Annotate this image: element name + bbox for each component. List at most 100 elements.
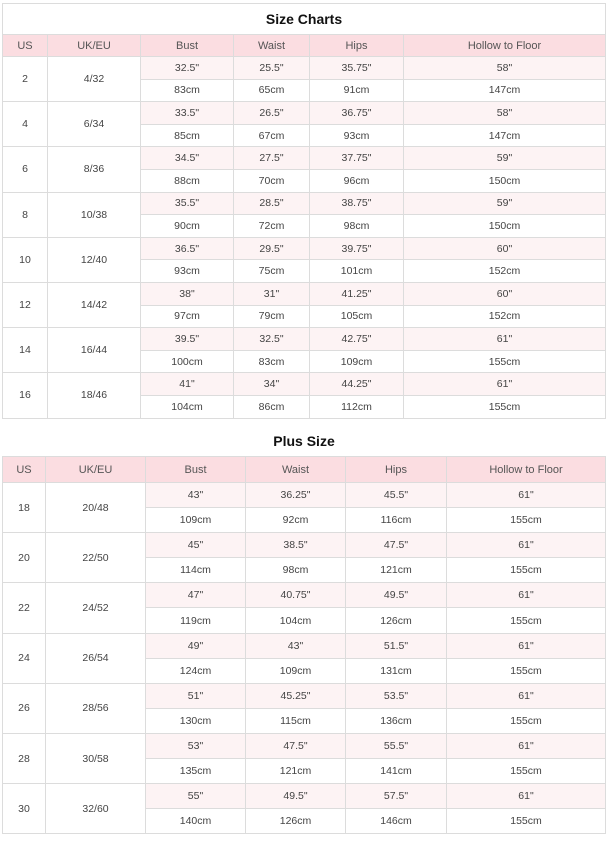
waist-inches-cell: 38.5" [245, 532, 346, 559]
hips-inches-cell: 45.5" [345, 481, 447, 509]
hollow-to-floor-inches-cell: 58" [403, 101, 606, 125]
table-row: 130cm 115cm 136cm 155cm [3, 707, 606, 734]
uk-eu-size-cell: 10/38 [47, 191, 141, 238]
hips-inches-cell: 53.5" [345, 682, 447, 709]
waist-inches-cell: 32.5" [233, 327, 310, 351]
hips-inches-cell: 44.25" [309, 372, 404, 396]
table-row: 16 18/46 41" 34" 44.25" 61" [2, 372, 606, 419]
waist-inches-cell: 29.5" [233, 236, 310, 261]
us-size-cell: 14 [2, 327, 48, 374]
table-row: 24 26/54 49" 43" 51.5" 61" [2, 632, 606, 684]
hips-cm-cell: 105cm [309, 304, 404, 329]
hollow-to-floor-cm-cell: 155cm [446, 607, 606, 634]
hips-inches-cell: 41.25" [309, 281, 404, 306]
waist-inches-cell: 49.5" [245, 783, 346, 810]
uk-eu-size-cell: 32/60 [45, 783, 146, 835]
waist-cm-cell: 79cm [233, 304, 310, 329]
waist-inches-cell: 47.5" [245, 732, 346, 760]
waist-inches-cell: 26.5" [233, 101, 310, 125]
hips-inches-cell: 37.75" [309, 146, 404, 170]
hollow-to-floor-inches-cell: 61" [446, 732, 606, 760]
table-title: Size Charts [2, 3, 606, 35]
hollow-to-floor-inches-cell: 61" [446, 783, 606, 810]
bust-inches-cell: 41" [140, 372, 234, 396]
uk-eu-size-cell: 30/58 [45, 732, 146, 785]
uk-eu-size-cell: 14/42 [47, 281, 141, 329]
uk-eu-size-cell: 4/32 [47, 55, 141, 103]
bust-cm-cell: 130cm [145, 707, 246, 734]
table-row: 88cm 70cm 96cm 150cm [3, 168, 606, 193]
hips-inches-cell: 39.75" [309, 236, 404, 261]
waist-inches-cell: 40.75" [245, 582, 346, 609]
hips-cm-cell: 146cm [345, 808, 447, 835]
column-header: Waist [245, 456, 346, 483]
table-row: 93cm 75cm 101cm 152cm [3, 259, 606, 283]
hollow-to-floor-cm-cell: 152cm [403, 259, 606, 283]
hips-cm-cell: 116cm [345, 507, 447, 534]
hips-inches-cell: 57.5" [345, 783, 447, 810]
column-header: UK/EU [45, 456, 146, 483]
hollow-to-floor-cm-cell: 155cm [446, 507, 606, 534]
us-size-cell: 6 [2, 146, 48, 193]
column-header: US [2, 456, 46, 483]
hollow-to-floor-inches-cell: 60" [403, 236, 606, 261]
bust-cm-cell: 88cm [140, 168, 234, 193]
hollow-to-floor-cm-cell: 155cm [446, 557, 606, 584]
column-header: Waist [233, 34, 310, 57]
hollow-to-floor-inches-cell: 59" [403, 146, 606, 170]
hollow-to-floor-cm-cell: 155cm [446, 808, 606, 835]
bust-inches-cell: 32.5" [140, 56, 234, 80]
table-row: 22 24/52 47" 40.75" 49.5" 61" [2, 582, 606, 634]
header-row: US UK/EU Bust Waist Hips Hollow to Floor [2, 456, 606, 483]
title-row: Size Charts [2, 3, 606, 35]
table-row: 6 8/36 34.5" 27.5" 37.75" 59" [2, 146, 606, 193]
us-size-cell: 18 [2, 481, 46, 534]
hips-cm-cell: 93cm [309, 123, 404, 148]
uk-eu-size-cell: 24/52 [45, 582, 146, 634]
waist-inches-cell: 25.5" [233, 56, 310, 80]
hips-inches-cell: 36.75" [309, 101, 404, 125]
bust-inches-cell: 53" [145, 732, 246, 760]
hips-cm-cell: 98cm [309, 214, 404, 238]
waist-cm-cell: 109cm [245, 657, 346, 684]
hips-inches-cell: 42.75" [309, 327, 404, 351]
hollow-to-floor-inches-cell: 61" [446, 481, 606, 509]
hollow-to-floor-inches-cell: 61" [403, 372, 606, 396]
hollow-to-floor-cm-cell: 150cm [403, 214, 606, 238]
us-size-cell: 12 [2, 281, 48, 329]
column-header: UK/EU [47, 34, 141, 57]
hips-cm-cell: 131cm [345, 657, 447, 684]
bust-inches-cell: 55" [145, 783, 246, 810]
us-size-cell: 24 [2, 632, 46, 684]
hollow-to-floor-inches-cell: 61" [403, 327, 606, 351]
hips-cm-cell: 101cm [309, 259, 404, 283]
column-header: Hollow to Floor [403, 34, 606, 57]
bust-cm-cell: 104cm [140, 394, 234, 419]
table-row: 100cm 83cm 109cm 155cm [3, 349, 606, 374]
table-row: 10 12/40 36.5" 29.5" 39.75" 60" [2, 236, 606, 283]
hollow-to-floor-cm-cell: 155cm [403, 394, 606, 419]
hollow-to-floor-cm-cell: 150cm [403, 168, 606, 193]
waist-inches-cell: 31" [233, 281, 310, 306]
us-size-cell: 2 [2, 55, 48, 103]
hollow-to-floor-inches-cell: 61" [446, 532, 606, 559]
waist-inches-cell: 27.5" [233, 146, 310, 170]
hollow-to-floor-cm-cell: 155cm [446, 657, 606, 684]
waist-cm-cell: 126cm [245, 808, 346, 835]
uk-eu-size-cell: 6/34 [47, 101, 141, 148]
column-header: Hips [345, 456, 447, 483]
hips-inches-cell: 47.5" [345, 532, 447, 559]
hollow-to-floor-cm-cell: 155cm [446, 707, 606, 734]
table-row: 97cm 79cm 105cm 152cm [3, 304, 606, 329]
bust-cm-cell: 85cm [140, 123, 234, 148]
us-size-cell: 10 [2, 236, 48, 283]
bust-inches-cell: 35.5" [140, 191, 234, 216]
table-row: 28 30/58 53" 47.5" 55.5" 61" [2, 732, 606, 785]
bust-cm-cell: 114cm [145, 557, 246, 584]
bust-cm-cell: 135cm [145, 758, 246, 785]
bust-cm-cell: 109cm [145, 507, 246, 534]
hollow-to-floor-cm-cell: 147cm [403, 123, 606, 148]
bust-cm-cell: 100cm [140, 349, 234, 374]
table-row: 109cm 92cm 116cm 155cm [3, 507, 606, 534]
hollow-to-floor-inches-cell: 61" [446, 582, 606, 609]
